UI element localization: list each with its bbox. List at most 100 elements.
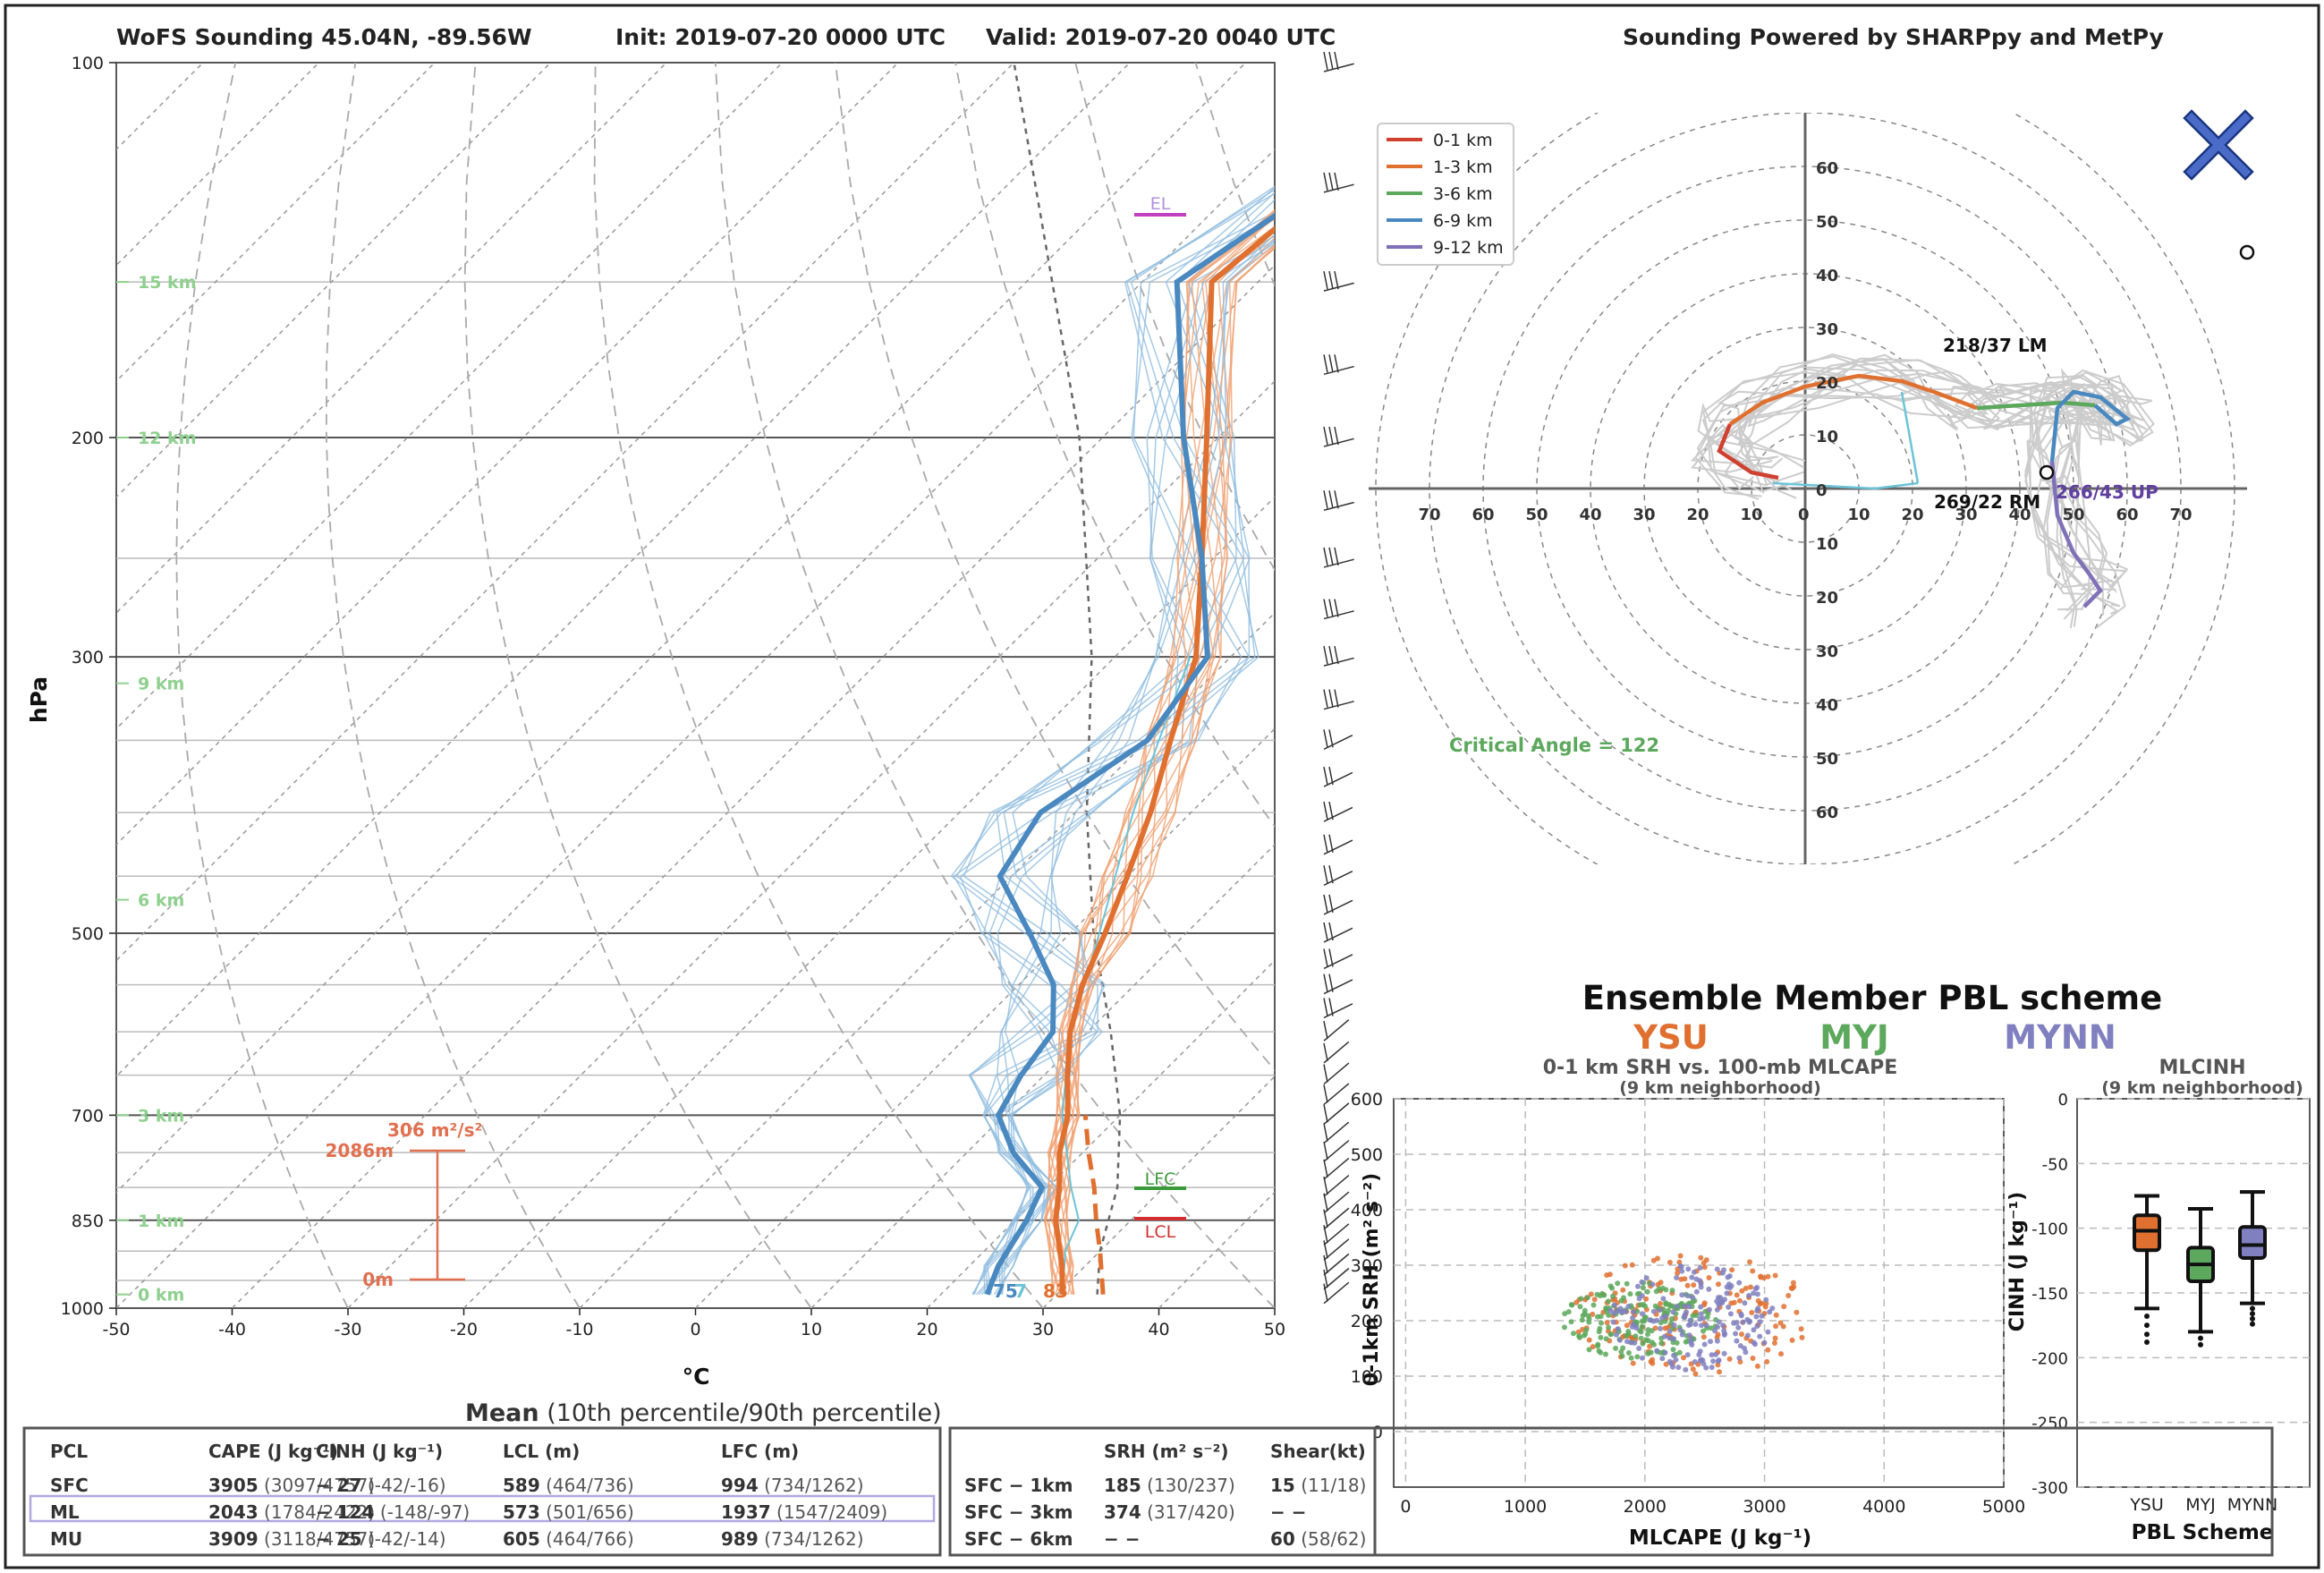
scatter-point xyxy=(1596,1348,1602,1354)
scatter-point xyxy=(1720,1322,1726,1329)
scatter-point xyxy=(1598,1293,1603,1299)
hodo-tick-label: 40 xyxy=(2008,506,2031,524)
scatter-point xyxy=(1625,1304,1632,1309)
barb-staff xyxy=(1323,610,1354,620)
scatter-point xyxy=(1748,1284,1753,1290)
scatter-point xyxy=(1663,1287,1669,1293)
barb-flag xyxy=(1323,998,1328,1016)
parcel-table: Mean (10th percentile/90th percentile) PC… xyxy=(22,1399,2274,1557)
scatter-point xyxy=(1671,1336,1677,1342)
scatter-point xyxy=(1571,1331,1576,1337)
scatter-point xyxy=(1640,1285,1646,1291)
table-header: CINH (J kg⁻¹) xyxy=(316,1441,443,1462)
scatter-point xyxy=(1630,1360,1636,1366)
hodo-trace-4 xyxy=(2049,461,2103,608)
table-cell-lfc: 989 (734/1262) xyxy=(721,1528,864,1550)
barb-flag xyxy=(1323,1283,1328,1302)
scatter-point xyxy=(1610,1293,1616,1299)
barb-staff xyxy=(1323,870,1353,886)
barb-flag xyxy=(1323,974,1328,992)
barb-staff xyxy=(1323,806,1353,822)
scatter-point xyxy=(1647,1317,1653,1323)
scatter-point xyxy=(1650,1308,1657,1314)
box-mynn xyxy=(2238,1190,2267,1327)
temp-tick-label: -10 xyxy=(565,1320,593,1339)
scatter-point xyxy=(1724,1290,1730,1297)
barb-flag xyxy=(1334,354,1339,373)
scatter-xtick: 1000 xyxy=(1504,1497,1547,1517)
close-icon[interactable] xyxy=(2179,106,2258,184)
barb-staff xyxy=(1323,735,1353,751)
barb-flag xyxy=(1334,490,1339,509)
wind-barb xyxy=(1323,1281,1350,1305)
scatter-point xyxy=(1662,1325,1668,1331)
wind-barb xyxy=(1323,270,1354,292)
scatter-point xyxy=(1789,1286,1795,1291)
dry-adiabat xyxy=(463,63,812,1308)
scatter-point xyxy=(1659,1356,1666,1362)
barb-flag xyxy=(1328,51,1334,71)
wind-barb xyxy=(1323,1175,1350,1197)
wind-barb xyxy=(1323,599,1354,620)
isotherm-line xyxy=(116,148,1275,1308)
scatter-point xyxy=(1648,1358,1654,1365)
scatter-xtick: 0 xyxy=(1400,1497,1411,1517)
scatter-point xyxy=(1576,1333,1582,1339)
scatter-point xyxy=(1765,1347,1771,1353)
scatter-point xyxy=(1590,1302,1597,1308)
scatter-point xyxy=(1757,1319,1763,1325)
scatter-point xyxy=(1765,1329,1771,1335)
table-cell-lfc: 1937 (1547/2409) xyxy=(721,1501,887,1523)
scatter-point xyxy=(1706,1306,1712,1313)
barb-flag xyxy=(1323,1141,1328,1161)
box-xtick: MYNN xyxy=(2227,1495,2277,1515)
scatter-point xyxy=(1640,1340,1646,1347)
cell-mean: 994 xyxy=(721,1475,759,1496)
scatter-point xyxy=(1719,1270,1726,1276)
scatter-point xyxy=(1654,1317,1660,1323)
table-header: LCL (m) xyxy=(503,1441,580,1462)
scatter-xtick: 4000 xyxy=(1862,1497,1905,1517)
scatter-point xyxy=(1773,1312,1779,1318)
scatter-point xyxy=(1635,1283,1641,1289)
box-ytick: -250 xyxy=(2031,1415,2068,1433)
scatter-ytick: 600 xyxy=(1351,1090,1383,1110)
scatter-point xyxy=(1689,1274,1695,1280)
scatter-point xyxy=(1662,1333,1667,1339)
scatter-point xyxy=(1642,1303,1648,1309)
barb-flag xyxy=(1328,766,1334,786)
scatter-ytick: 200 xyxy=(1351,1312,1383,1331)
scatter-point xyxy=(1746,1293,1752,1298)
barb-flag xyxy=(1328,948,1334,967)
isotherm-line xyxy=(462,496,1275,1308)
scatter-point xyxy=(1754,1323,1760,1330)
hodo-member xyxy=(1718,375,2131,616)
dew-member xyxy=(997,242,1275,1295)
table2-cell-shear: 60 (58/62) xyxy=(1270,1528,1366,1550)
scatter-point xyxy=(1701,1334,1707,1340)
hodo-tick-label: 50 xyxy=(1816,750,1838,769)
skewt-lines xyxy=(116,63,1275,1308)
barb-staff xyxy=(1323,1191,1350,1214)
wind-barb xyxy=(1323,354,1354,376)
scatter-point xyxy=(1674,1275,1680,1280)
srh-top-height: 2086m xyxy=(325,1140,394,1161)
cell-range: (734/1262) xyxy=(759,1475,864,1496)
cell-mean: 989 xyxy=(721,1528,759,1550)
scatter-point xyxy=(1645,1331,1650,1338)
box-ytick: -300 xyxy=(2031,1479,2068,1498)
barb-staff xyxy=(1323,1223,1350,1246)
scatter-point xyxy=(1758,1274,1764,1280)
scatter-point xyxy=(1673,1356,1679,1363)
scatter-point xyxy=(1744,1332,1751,1339)
scatter-point xyxy=(1677,1263,1684,1269)
barb-staff xyxy=(1323,438,1354,447)
hodo-tick-label: 50 xyxy=(1816,213,1838,232)
dry-adiabat xyxy=(593,63,1044,1308)
scatter-point xyxy=(1693,1288,1700,1295)
scatter-point xyxy=(1750,1356,1756,1361)
barb-flag xyxy=(1323,689,1328,708)
scatter-point xyxy=(1739,1288,1745,1294)
table-cell-cinh: − 27 (-42/-16) xyxy=(316,1475,446,1496)
